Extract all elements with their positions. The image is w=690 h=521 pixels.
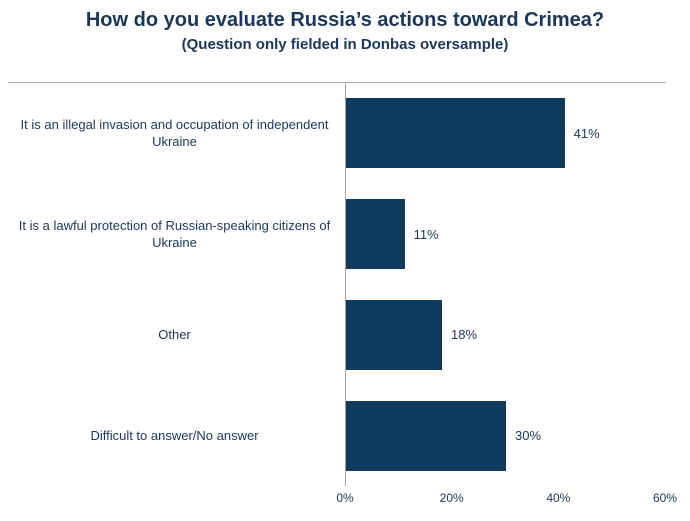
chart-subtitle: (Question only fielded in Donbas oversam… <box>181 36 509 53</box>
x-tick-label: 60% <box>652 491 678 505</box>
chart-row: It is an illegal invasion and occupation… <box>8 83 666 184</box>
plot-area: It is an illegal invasion and occupation… <box>8 83 666 486</box>
category-label: It is an illegal invasion and occupation… <box>20 116 329 150</box>
bar-track: 41% <box>345 83 666 184</box>
plot-top-border <box>8 82 666 83</box>
chart-title: How do you evaluate Russia’s actions tow… <box>85 9 605 31</box>
value-label: 11% <box>413 226 439 242</box>
x-tick-label: 0% <box>336 491 354 505</box>
bar <box>346 98 565 169</box>
x-tick-label: 20% <box>439 491 464 505</box>
value-label: 18% <box>451 327 478 343</box>
chart-row: Difficult to answer/No answer 30% <box>8 385 666 486</box>
bar <box>346 400 506 471</box>
bar <box>346 299 442 370</box>
category-label: Difficult to answer/No answer <box>90 427 259 443</box>
x-axis: 0% 20% 40% 60% <box>336 491 677 509</box>
category-label: It is a lawful protection of Russian-spe… <box>18 217 331 251</box>
value-label: 41% <box>573 125 600 141</box>
category-label: Other <box>158 327 191 343</box>
bar-track: 30% <box>345 385 666 486</box>
bar-track: 18% <box>345 284 666 386</box>
chart-row: It is a lawful protection of Russian-spe… <box>8 183 666 285</box>
bar <box>346 199 405 270</box>
chart-row: Other 18% <box>8 284 666 386</box>
value-label: 30% <box>515 428 542 444</box>
x-tick-label: 40% <box>546 491 571 505</box>
bar-track: 11% <box>345 183 666 285</box>
